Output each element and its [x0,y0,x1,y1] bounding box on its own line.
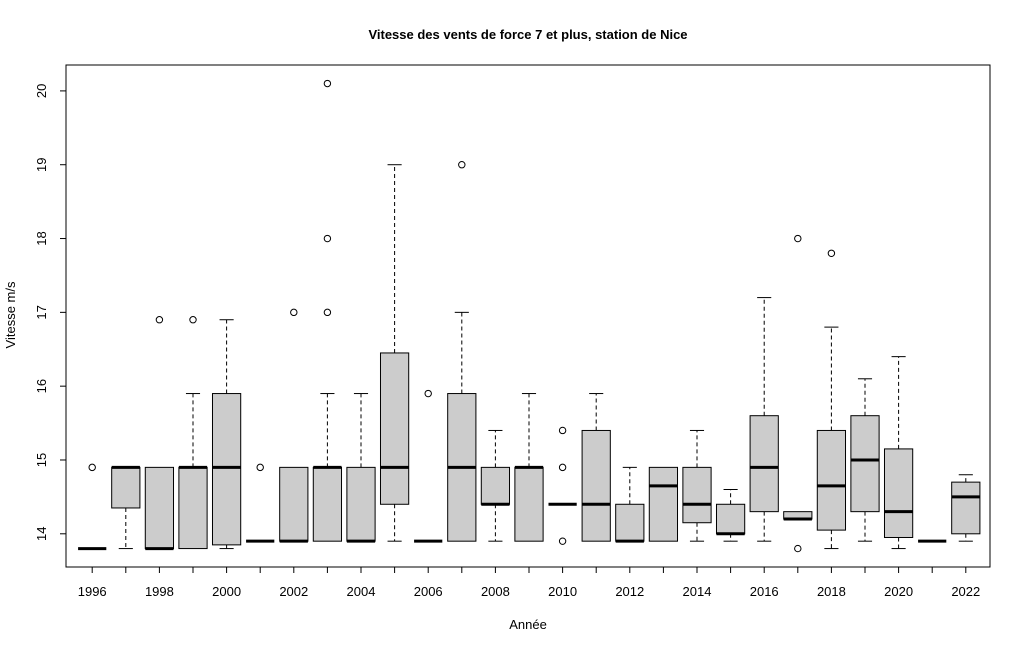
y-tick-label: 16 [34,379,49,393]
outlier-point [323,308,332,317]
box-2003 [312,466,343,542]
y-tick-label: 15 [34,453,49,467]
outlier-point [88,463,96,472]
outlier-point [323,234,332,243]
box-2020 [883,448,914,538]
x-tick-label: 2008 [481,584,510,599]
box-2008 [480,466,511,505]
box-2000 [211,393,242,546]
outlier-point [794,544,802,553]
x-tick-label: 2020 [884,584,913,599]
outlier-point [558,426,567,435]
box-2018 [816,429,847,531]
box-2004 [346,466,376,542]
box-1997 [111,466,141,509]
box-2002 [279,466,309,542]
x-axis-label: Année [509,617,547,632]
x-tick-label: 1998 [145,584,174,599]
y-tick-label: 20 [34,84,49,98]
chart-title: Vitesse des vents de force 7 et plus, st… [368,27,687,42]
box-2015 [715,503,746,535]
y-tick-label: 14 [34,527,49,541]
box-1998 [144,466,175,550]
plot-area: 14 15 16 17 18 19 20 1996 1998 2000 2002 2004 2006 20… [34,64,991,599]
outlier-point [558,463,567,472]
box-1999 [178,466,208,550]
outlier-point [827,249,836,257]
box-2022 [951,481,981,535]
x-tick-label: 2014 [683,584,712,599]
x-tick-label: 2016 [750,584,779,599]
box-2011 [581,429,611,542]
x-tick-label: 2002 [279,584,308,599]
outlier-point [424,389,432,398]
outlier-point [290,308,298,317]
plot-frame [65,64,991,568]
x-tick-label: 2012 [615,584,644,599]
x-tick-label: 2010 [548,584,577,599]
outlier-point [458,161,466,169]
box-2013 [648,466,679,542]
y-tick-label: 19 [34,157,49,171]
outlier-point [189,316,197,324]
outlier-point [794,234,802,243]
box-2014 [682,466,712,524]
y-tick-label: 17 [34,305,49,319]
x-tick-label: 2006 [414,584,443,599]
outlier-point [558,537,567,545]
x-tick-label: 2004 [347,584,376,599]
x-tick-label: 1996 [78,584,107,599]
y-tick-label: 18 [34,231,49,245]
y-axis-label: Vitesse m/s [3,281,18,348]
box-2012 [615,503,645,542]
box-2009 [514,466,544,542]
box-2019 [850,415,880,513]
x-tick-label: 2018 [817,584,846,599]
outlier-point [155,316,164,324]
outlier-point [323,79,332,88]
x-tick-label: 2000 [212,584,241,599]
box-2005 [379,352,410,505]
x-tick-label: 2022 [951,584,980,599]
outlier-point [256,463,264,472]
box-2016 [749,415,779,513]
